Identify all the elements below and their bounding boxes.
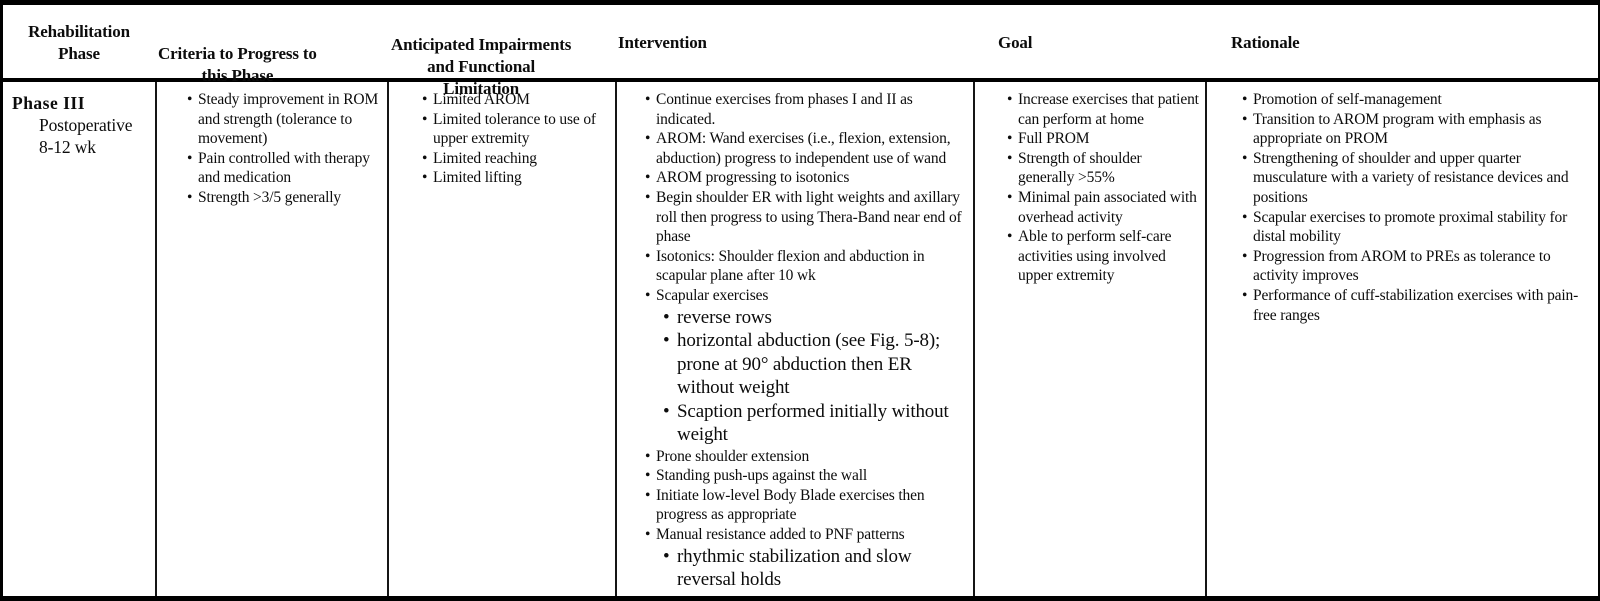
goal-item: Strength of shoulder generally >55% [1007, 149, 1201, 188]
intervention-item-label: Scapular exercises [656, 286, 769, 304]
goal-item: Minimal pain associated with overhead ac… [1007, 188, 1201, 227]
table-header-row: Rehabilitation Phase Criteria to Progres… [3, 5, 1598, 98]
rationale-item: Promotion of self-management [1242, 90, 1592, 110]
rationale-item: Transition to AROM program with emphasis… [1242, 110, 1592, 149]
criteria-item: Pain controlled with therapy and medicat… [187, 149, 383, 188]
intervention-item: Continue exercises from phases I and II … [645, 90, 971, 129]
header-criteria-to-progress: Criteria to Progress to this Phase [155, 5, 387, 85]
cell-rationale: Promotion of self-management Transition … [1205, 82, 1598, 596]
header-rehabilitation-phase: Rehabilitation Phase [28, 22, 130, 63]
cell-criteria: Steady improvement in ROM and strength (… [155, 82, 387, 596]
cell-intervention: Continue exercises from phases I and II … [615, 82, 973, 596]
header-intervention: Intervention [618, 33, 707, 52]
rationale-item: Performance of cuff-stabilization exerci… [1242, 286, 1592, 325]
scapular-sub-item: Scaption performed initially without wei… [663, 400, 971, 447]
rationale-item: Scapular exercises to promote proximal s… [1242, 208, 1592, 247]
intervention-item: Standing push-ups against the wall [645, 466, 971, 486]
goal-list: Increase exercises that patient can perf… [1007, 90, 1201, 286]
rationale-item: Progression from AROM to PREs as toleran… [1242, 247, 1592, 286]
impairment-item: Limited lifting [422, 168, 611, 188]
phase-title: Phase III [12, 93, 86, 113]
pnf-sub-item: rhythmic stabilization and slow reversal… [663, 545, 971, 592]
cell-impairments: Limited AROM Limited tolerance to use of… [387, 82, 615, 596]
pnf-sublist: rhythmic stabilization and slow reversal… [663, 545, 971, 592]
goal-item: Full PROM [1007, 129, 1201, 149]
goal-item: Increase exercises that patient can perf… [1007, 90, 1201, 129]
cell-rehabilitation-phase: Phase III Postoperative 8-12 wk [3, 82, 155, 596]
phase-subtitle: Postoperative 8-12 wk [39, 115, 133, 157]
criteria-list: Steady improvement in ROM and strength (… [187, 90, 383, 208]
intervention-item: Scapular exercises reverse rows horizont… [645, 286, 971, 447]
goal-item: Able to perform self-care activities usi… [1007, 227, 1201, 286]
intervention-item: Begin shoulder ER with light weights and… [645, 188, 971, 247]
scapular-sub-item: horizontal abduction (see Fig. 5-8); pro… [663, 329, 971, 400]
header-anticipated-impairments: Anticipated Impairments and Functional L… [387, 5, 615, 98]
header-rationale: Rationale [1231, 33, 1300, 52]
impairment-item: Limited AROM [422, 90, 611, 110]
intervention-item: Initiate low-level Body Blade exercises … [645, 486, 971, 525]
header-criteria-text: Criteria to Progress to this Phase [158, 44, 317, 85]
impairment-item: Limited reaching [422, 149, 611, 169]
scapular-sub-item: reverse rows [663, 306, 971, 330]
criteria-item: Steady improvement in ROM and strength (… [187, 90, 383, 149]
impairment-item: Limited tolerance to use of upper extrem… [422, 110, 611, 149]
cell-goal: Increase exercises that patient can perf… [973, 82, 1205, 596]
intervention-item: Manual resistance added to PNF patterns … [645, 525, 971, 592]
scapular-sublist: reverse rows horizontal abduction (see F… [663, 306, 971, 447]
intervention-item-label: Manual resistance added to PNF patterns [656, 525, 905, 543]
intervention-item: Isotonics: Shoulder flexion and abductio… [645, 247, 971, 286]
intervention-item: AROM progressing to isotonics [645, 168, 971, 188]
header-impairments-text: Anticipated Impairments and Functional L… [391, 35, 572, 98]
criteria-item: Strength >3/5 generally [187, 188, 383, 208]
phase-iii-row: Phase III Postoperative 8-12 wk Steady i… [3, 82, 1598, 596]
intervention-item: Prone shoulder extension [645, 447, 971, 467]
header-goal: Goal [998, 33, 1033, 52]
rationale-item: Strengthening of shoulder and upper quar… [1242, 149, 1592, 208]
intervention-list: Continue exercises from phases I and II … [645, 90, 971, 592]
rationale-list: Promotion of self-management Transition … [1242, 90, 1592, 325]
intervention-item: AROM: Wand exercises (i.e., flexion, ext… [645, 129, 971, 168]
impairments-list: Limited AROM Limited tolerance to use of… [422, 90, 611, 188]
